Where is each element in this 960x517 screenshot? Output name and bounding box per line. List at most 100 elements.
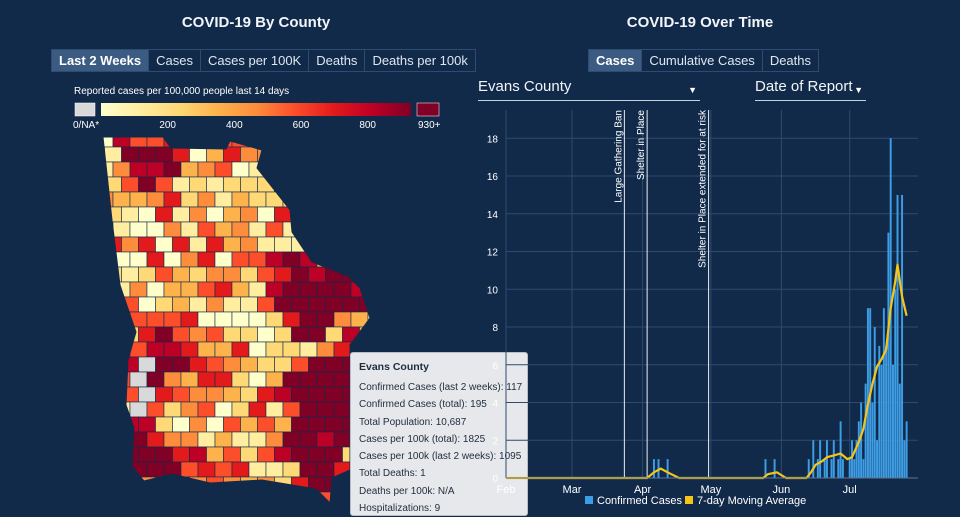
y-tick-label: 14 [487, 210, 499, 221]
daily-case-bar[interactable] [657, 459, 660, 478]
tab-deaths[interactable]: Deaths [769, 53, 812, 68]
tooltip-county-name: Evans County [359, 361, 430, 373]
legend-max-label: 930+ [418, 120, 441, 131]
daily-case-bar[interactable] [885, 345, 888, 478]
tooltip-per100k-2wk: Cases per 100k (last 2 weeks): 1095 [359, 451, 522, 463]
daily-case-bar[interactable] [887, 232, 890, 478]
y-tick-label: 0 [492, 474, 498, 485]
y-tick-label: 6 [492, 361, 498, 372]
tooltip-deaths: Total Deaths: 1 [359, 468, 426, 480]
legend-title: Reported cases per 100,000 people last 1… [74, 86, 290, 97]
x-tick-label: Jul [843, 484, 857, 496]
daily-case-bar[interactable] [873, 327, 876, 478]
legend-na-label: 0/NA* [73, 120, 99, 131]
daily-case-bar[interactable] [891, 364, 894, 478]
tooltip-population: Total Population: 10,687 [359, 416, 467, 428]
legend-na-swatch [74, 102, 96, 117]
date-mode-select[interactable]: Date of Report ▼ [755, 78, 866, 101]
legend-swatch [685, 496, 693, 504]
tooltip-cases-total: Confirmed Cases (total): 195 [359, 399, 487, 411]
daily-case-bar[interactable] [864, 383, 867, 478]
tooltip-hospitalizations: Hospitalizations: 9 [359, 503, 441, 515]
deaths-per-100k-button[interactable]: Deaths per 100k [372, 53, 468, 68]
daily-case-bar[interactable] [876, 440, 878, 478]
y-tick-label: 8 [492, 323, 498, 334]
y-tick-label: 18 [487, 134, 499, 145]
daily-case-bar[interactable] [773, 459, 776, 478]
daily-case-bar[interactable] [855, 440, 858, 478]
daily-case-bar[interactable] [819, 440, 822, 478]
daily-case-bar[interactable] [857, 421, 860, 478]
tooltip-per100k-total: Cases per 100k (total): 1825 [359, 433, 486, 445]
daily-case-bar[interactable] [830, 459, 833, 478]
daily-case-bar[interactable] [812, 440, 815, 478]
daily-case-bar[interactable] [880, 364, 883, 478]
cases-per-100k-button[interactable]: Cases per 100K [201, 50, 310, 71]
daily-case-bar[interactable] [866, 308, 869, 478]
daily-case-bar[interactable] [878, 345, 881, 478]
y-tick-label: 4 [492, 399, 498, 410]
map-metric-buttons: Last 2 Weeks Cases Cases per 100K Deaths… [51, 49, 476, 72]
last-2-weeks-button[interactable]: Last 2 Weeks [52, 50, 150, 71]
legend-gradient-bar [101, 103, 411, 116]
x-tick-label: Apr [634, 484, 651, 496]
x-tick-label: Jun [773, 484, 791, 496]
legend-tick-label: 800 [359, 120, 376, 131]
chevron-down-icon: ▼ [688, 85, 697, 95]
y-tick-label: 10 [487, 285, 499, 296]
x-tick-label: Feb [497, 484, 516, 496]
county-select[interactable]: Evans County ▼ [478, 78, 700, 101]
daily-case-bar[interactable] [853, 459, 856, 478]
daily-case-bar[interactable] [898, 383, 901, 478]
tooltip-deaths-per100k: Deaths per 100k: N/A [359, 485, 455, 497]
daily-case-bar[interactable] [841, 459, 844, 478]
daily-case-bar[interactable] [851, 440, 853, 478]
deaths-button[interactable]: Deaths [309, 50, 366, 71]
tab-cases[interactable]: Cases [589, 50, 643, 71]
daily-case-bar[interactable] [860, 402, 863, 478]
legend-tick-label: 400 [226, 120, 243, 131]
daily-case-bar[interactable] [816, 459, 819, 478]
chevron-down-icon: ▼ [854, 85, 863, 95]
county-select-value: Evans County [478, 78, 572, 95]
moving-average-line [506, 263, 908, 480]
daily-case-bar[interactable] [832, 440, 835, 478]
legend-tick-label: 200 [159, 120, 176, 131]
legend-label: Confirmed Cases [597, 495, 682, 507]
y-tick-label: 16 [487, 172, 499, 183]
daily-case-bar[interactable] [764, 459, 767, 478]
event-marker-label: Large Gathering Ban [613, 110, 624, 203]
daily-case-bar[interactable] [652, 459, 655, 478]
daily-case-bar[interactable] [807, 459, 810, 478]
chart-metric-tabs: Cases Cumulative Cases Deaths [588, 49, 820, 72]
daily-case-bar[interactable] [894, 289, 897, 478]
x-tick-label: May [700, 484, 721, 496]
daily-case-bar[interactable] [839, 421, 842, 478]
daily-case-bar[interactable] [837, 459, 840, 478]
daily-case-bar[interactable] [823, 459, 826, 478]
daily-case-bar[interactable] [666, 459, 669, 478]
daily-case-bar[interactable] [871, 402, 874, 478]
y-tick-label: 2 [492, 436, 498, 447]
daily-case-bar[interactable] [905, 421, 908, 478]
legend-swatch [585, 496, 593, 504]
legend-tick-label: 600 [293, 120, 310, 131]
cases-button[interactable]: Cases [149, 50, 201, 71]
legend-label: 7-day Moving Average [697, 495, 806, 507]
daily-case-bar[interactable] [862, 459, 865, 478]
daily-case-bar[interactable] [882, 308, 885, 478]
tab-cumulative-cases[interactable]: Cumulative Cases [642, 50, 763, 71]
daily-case-bar[interactable] [825, 440, 828, 478]
event-marker-label: Shelter in Place extended for at risk [698, 109, 709, 268]
x-tick-label: Mar [563, 484, 582, 496]
chart-panel-title: COVID-19 Over Time [626, 14, 774, 31]
daily-case-bar[interactable] [848, 459, 851, 478]
daily-case-bar[interactable] [901, 194, 904, 478]
y-tick-label: 12 [487, 248, 499, 259]
tooltip-cases-2wk: Confirmed Cases (last 2 weeks): 117 [359, 382, 523, 393]
daily-case-bar[interactable] [903, 440, 906, 478]
daily-case-bar[interactable] [896, 194, 899, 478]
